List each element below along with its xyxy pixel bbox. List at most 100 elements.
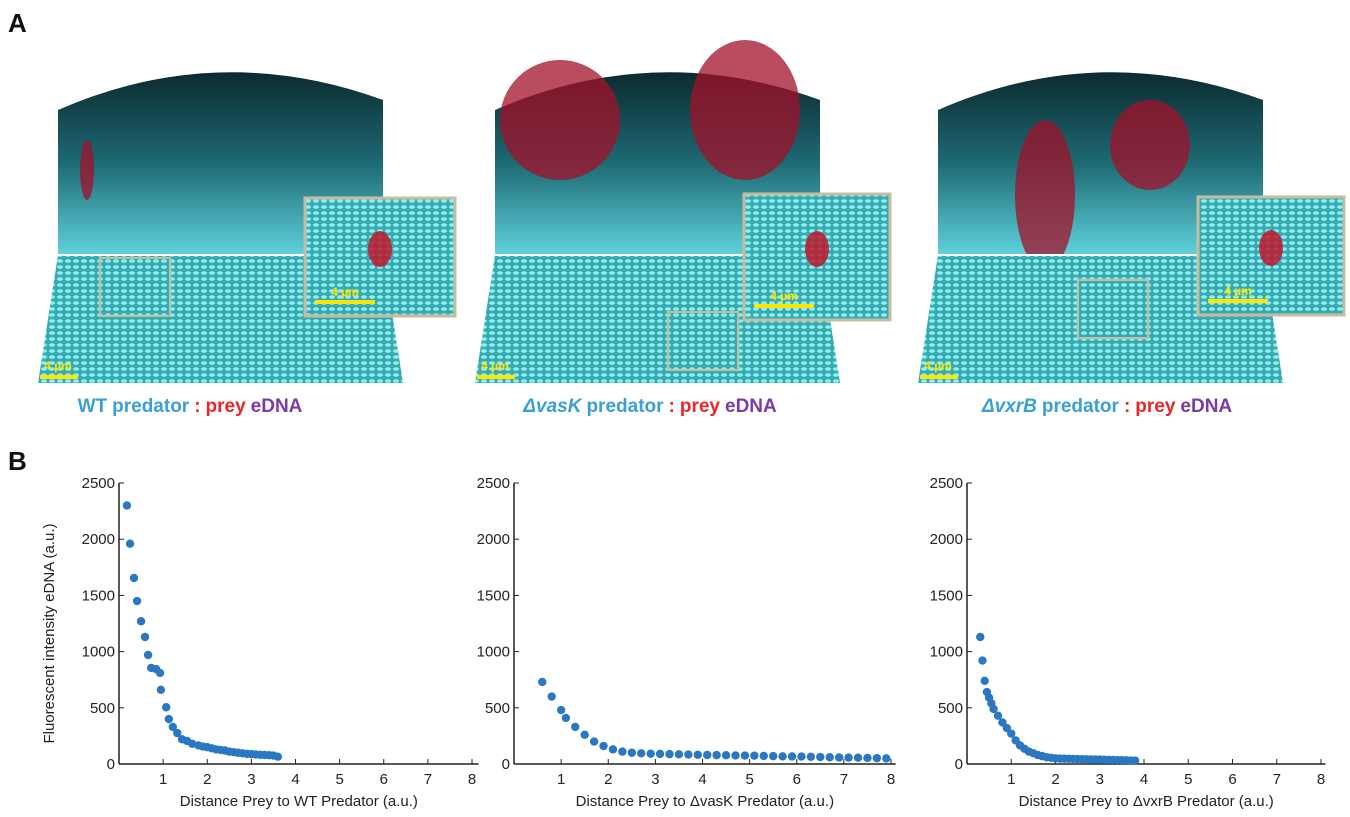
x-tick-label: 7 xyxy=(840,771,848,788)
data-point xyxy=(797,752,806,761)
data-point xyxy=(816,752,825,762)
x-tick-label: 2 xyxy=(1051,771,1059,788)
data-point xyxy=(608,745,618,754)
x-tick-label: 1 xyxy=(159,771,167,788)
data-point xyxy=(693,750,702,759)
data-point xyxy=(580,730,589,739)
data-point xyxy=(976,632,985,642)
data-point xyxy=(674,750,684,759)
data-point xyxy=(627,748,637,757)
scale-label: 4 µm xyxy=(44,359,72,373)
caption-part: predator xyxy=(1042,396,1120,417)
data-point xyxy=(834,753,844,762)
x-tick-label: 6 xyxy=(380,771,388,788)
caption: ΔvxrB predator: prey eDNA xyxy=(981,396,1233,417)
data-point xyxy=(703,750,712,760)
x-tick-label: 4 xyxy=(1140,771,1148,788)
caption-part: WT xyxy=(78,396,108,417)
zoom-box xyxy=(1077,279,1149,339)
y-tick-label: 1500 xyxy=(82,587,115,604)
x-tick-label: 7 xyxy=(1273,771,1281,788)
data-point xyxy=(759,751,768,761)
x-axis-label: Distance Prey to ΔvasK Predator (a.u.) xyxy=(576,793,834,810)
scale-label: 4 µm xyxy=(331,285,359,299)
data-point xyxy=(155,668,165,678)
y-tick-label: 1000 xyxy=(477,644,510,661)
y-axis-label: Fluorescent intensity eDNA (a.u.) xyxy=(41,523,58,743)
data-point xyxy=(136,617,146,626)
data-point xyxy=(980,676,989,686)
data-point xyxy=(273,752,283,761)
biofilm-floor xyxy=(918,255,1283,383)
panel-label: B xyxy=(8,446,27,476)
y-tick-label: 500 xyxy=(938,700,963,717)
inset-prey xyxy=(805,231,829,267)
data-point xyxy=(655,749,665,759)
x-tick-label: 4 xyxy=(291,771,299,788)
data-point xyxy=(132,596,142,606)
x-tick-label: 2 xyxy=(203,771,211,788)
data-point xyxy=(164,714,174,724)
data-point xyxy=(978,656,987,665)
x-tick-label: 1 xyxy=(1007,771,1015,788)
data-point xyxy=(778,752,787,761)
data-point xyxy=(993,711,1003,720)
caption-part: ΔvxrB xyxy=(981,396,1037,417)
data-point xyxy=(140,632,150,642)
data-point xyxy=(156,685,166,695)
prey-signal xyxy=(1110,100,1190,190)
x-tick-label: 8 xyxy=(887,771,895,788)
inset-prey xyxy=(1259,230,1283,266)
data-point xyxy=(989,704,998,714)
data-point xyxy=(825,753,834,762)
y-tick-label: 500 xyxy=(485,700,510,717)
data-point xyxy=(806,752,816,762)
data-point xyxy=(665,749,674,759)
x-tick-label: 6 xyxy=(793,771,801,788)
data-point xyxy=(750,751,759,760)
data-point xyxy=(173,728,182,738)
data-point xyxy=(168,722,178,732)
x-tick-label: 3 xyxy=(1096,771,1104,788)
y-tick-label: 1000 xyxy=(930,644,963,661)
data-point xyxy=(853,753,863,762)
prey-signal xyxy=(1015,120,1075,270)
y-tick-label: 2500 xyxy=(930,475,963,492)
data-point xyxy=(1007,729,1016,738)
x-tick-label: 3 xyxy=(247,771,255,788)
x-tick-label: 8 xyxy=(1317,771,1325,788)
caption-part: predator xyxy=(112,396,190,417)
panel-label: A xyxy=(8,8,27,38)
x-tick-label: 6 xyxy=(1228,771,1236,788)
caption-part: predator xyxy=(586,396,664,417)
zoom-box xyxy=(99,257,171,317)
data-point xyxy=(599,741,608,751)
data-point xyxy=(863,753,872,763)
y-tick-label: 0 xyxy=(502,756,510,773)
y-tick-label: 0 xyxy=(955,756,963,773)
x-tick-label: 4 xyxy=(698,771,706,788)
scale-label: 4 µm xyxy=(1224,284,1252,298)
inset-prey xyxy=(368,231,392,267)
x-tick-label: 2 xyxy=(604,771,612,788)
caption-part: : xyxy=(194,396,200,417)
data-point xyxy=(129,573,139,583)
data-point xyxy=(122,501,132,510)
x-tick-label: 1 xyxy=(557,771,565,788)
x-axis-label: Distance Prey to ΔvxrB Predator (a.u.) xyxy=(1019,793,1274,810)
y-tick-label: 0 xyxy=(107,756,115,773)
y-tick-label: 2000 xyxy=(82,531,115,548)
prey-signal xyxy=(80,140,94,200)
data-point xyxy=(1002,723,1012,733)
y-tick-label: 1500 xyxy=(930,587,963,604)
data-point xyxy=(538,677,547,687)
y-tick-label: 2000 xyxy=(477,531,510,548)
x-axis-label: Distance Prey to WT Predator (a.u.) xyxy=(180,793,418,810)
caption-part: prey xyxy=(1135,396,1176,417)
data-point xyxy=(637,749,646,758)
y-tick-label: 500 xyxy=(90,700,115,717)
scale-label: 4 µm xyxy=(924,359,952,373)
y-tick-label: 2000 xyxy=(930,531,963,548)
caption-part: ΔvasK xyxy=(522,396,582,417)
data-point xyxy=(731,751,740,760)
